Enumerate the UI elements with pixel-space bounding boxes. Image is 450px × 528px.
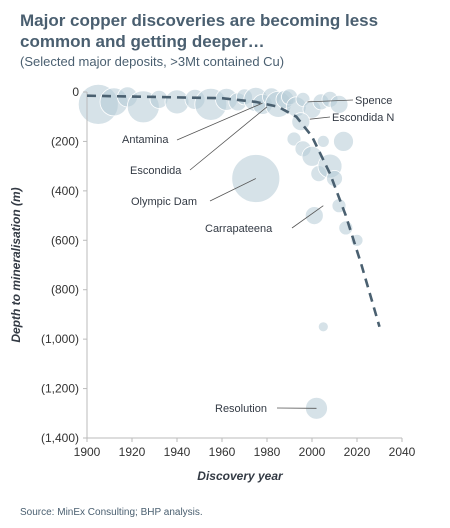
bubble-36 [304, 206, 324, 226]
annotation-carrapateena: Carrapateena [205, 223, 273, 235]
x-axis-label: Discovery year [197, 469, 284, 483]
y-tick-label-2: (400) [51, 184, 79, 198]
leader-escondida [189, 106, 268, 171]
annotation-escondida-n: Escondida N [332, 112, 394, 124]
x-tick-label-1960: 1960 [209, 445, 236, 459]
bubble-22 [329, 95, 349, 114]
y-tick-label-0: 0 [72, 85, 79, 99]
x-tick-label-2020: 2020 [344, 445, 371, 459]
bubble-37 [317, 321, 329, 333]
bubble-28 [316, 134, 330, 148]
y-tick-label-3: (600) [51, 233, 79, 247]
bubble-31 [333, 130, 354, 152]
annotation-layer: Spence Escondida N Antamina Escondida Olympi… [122, 95, 394, 415]
y-tick-label-1: (200) [51, 134, 79, 148]
x-tick-label-1980: 1980 [254, 445, 281, 459]
bubble-layer [77, 84, 364, 420]
chart-subtitle: (Selected major deposits, >3Mt contained… [20, 54, 285, 69]
leader-olympic-dam [209, 178, 256, 202]
annotation-olympic-dam: Olympic Dam [131, 196, 197, 208]
y-tick-label-4: (800) [51, 283, 79, 297]
y-tick-label-7: (1,400) [41, 431, 79, 445]
trend-line [86, 94, 381, 328]
annotation-resolution: Resolution [215, 403, 267, 415]
annotation-escondida: Escondida [130, 165, 182, 177]
leader-carrapateena [291, 205, 324, 229]
leader-escondida-n [309, 116, 331, 120]
leader-spence [307, 99, 354, 103]
axes-layer: 1900 1920 1940 1960 1980 2000 2020 2040 0 (200) (4… [41, 85, 416, 459]
y-tick-label-6: (1,200) [41, 382, 79, 396]
annotation-antamina: Antamina [122, 134, 169, 146]
x-tick-label-1940: 1940 [164, 445, 191, 459]
y-tick-label-5: (1,000) [41, 332, 79, 346]
source-note: Source: MinEx Consulting; BHP analysis. [20, 507, 203, 518]
x-tick-label-2000: 2000 [299, 445, 326, 459]
x-tick-label-1900: 1900 [74, 445, 101, 459]
chart-title: Major copper discoveries are becoming le… [20, 11, 379, 51]
trend-layer [86, 94, 381, 328]
leader-antamina [176, 102, 263, 141]
x-tick-label-1920: 1920 [119, 445, 146, 459]
annotation-spence: Spence [355, 95, 392, 107]
x-tick-label-2040: 2040 [389, 445, 416, 459]
y-axis-label: Depth to mineralisation (m) [9, 187, 23, 342]
